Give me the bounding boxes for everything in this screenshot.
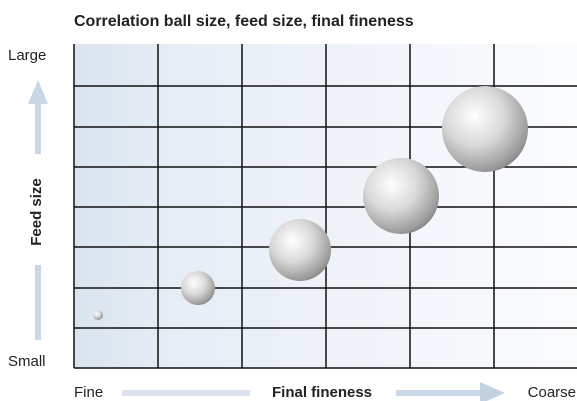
x-right-label: Coarse (528, 384, 576, 401)
title: Correlation ball size, feed size, final … (74, 13, 414, 30)
ball (363, 158, 439, 234)
ball (269, 219, 331, 281)
ball (93, 310, 103, 320)
ball (442, 86, 528, 172)
y-bottom-label: Small (8, 353, 46, 370)
y-top-label: Large (8, 47, 46, 64)
x-axis-label: Final fineness (272, 384, 372, 401)
x-left-label: Fine (74, 384, 103, 401)
diagram: Correlation ball size, feed size, final … (0, 0, 577, 401)
ball (181, 271, 215, 305)
y-axis-label: Feed size (28, 178, 45, 246)
